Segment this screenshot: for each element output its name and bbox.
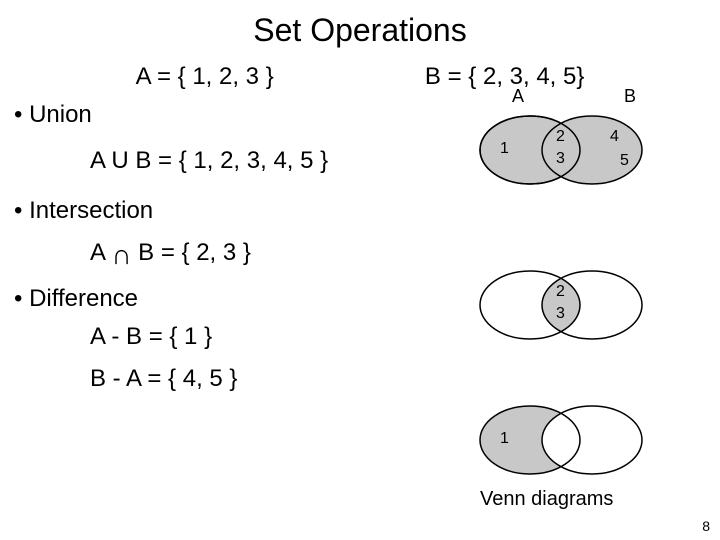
venn-difference: 1 [470, 400, 652, 480]
venn-label-a: A [512, 86, 524, 107]
venn-label-b: B [624, 86, 636, 107]
venn-caption: Venn diagrams [480, 488, 613, 511]
result-diff-ba: B - A = { 4, 5 } [90, 365, 720, 393]
venn-num-3: 3 [556, 150, 565, 168]
intersection-operator: ∩ [111, 239, 131, 270]
set-definitions-row: A = { 1, 2, 3 } B = { 2, 3, 4, 5} [0, 63, 720, 91]
venn-num-5: 5 [620, 152, 629, 170]
bullet-intersection: • Intersection [14, 197, 720, 225]
venn-difference-svg [470, 400, 652, 480]
intersection-post: B = { 2, 3 } [131, 239, 250, 266]
venn-intersection: 2 3 [470, 265, 652, 345]
venn-diff-num-1: 1 [500, 430, 509, 448]
set-a-definition: A = { 1, 2, 3 } [136, 63, 274, 91]
venn-int-num-3: 3 [556, 305, 565, 323]
venn-num-1: 1 [500, 140, 509, 158]
venn-union: A B 1 2 3 4 5 [470, 110, 652, 190]
result-intersection: A ∩ B = { 2, 3 } [90, 235, 720, 267]
intersection-pre: A [90, 239, 111, 266]
set-b-definition: B = { 2, 3, 4, 5} [425, 63, 584, 91]
venn-num-2: 2 [556, 128, 565, 146]
venn-int-num-2: 2 [556, 283, 565, 301]
page-number: 8 [702, 518, 710, 534]
venn-num-4: 4 [610, 128, 619, 146]
page-title: Set Operations [0, 0, 720, 49]
